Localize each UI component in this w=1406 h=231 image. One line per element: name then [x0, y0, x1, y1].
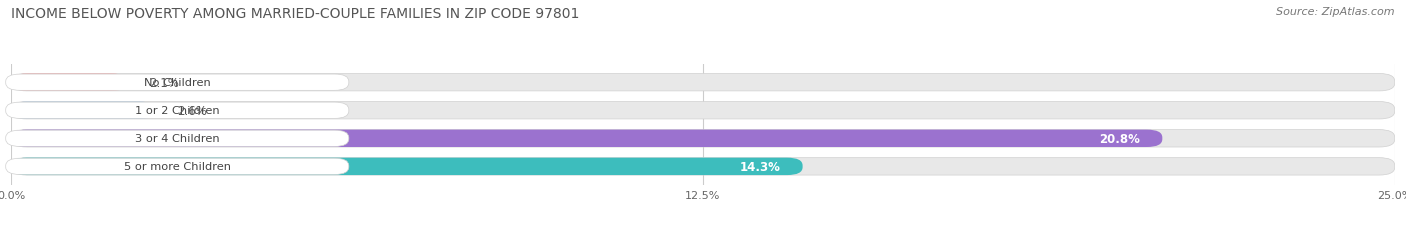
Text: 2.6%: 2.6% — [177, 104, 207, 117]
Text: INCOME BELOW POVERTY AMONG MARRIED-COUPLE FAMILIES IN ZIP CODE 97801: INCOME BELOW POVERTY AMONG MARRIED-COUPL… — [11, 7, 579, 21]
FancyBboxPatch shape — [11, 74, 128, 91]
FancyBboxPatch shape — [11, 130, 1163, 147]
Text: 1 or 2 Children: 1 or 2 Children — [135, 106, 219, 116]
Text: No Children: No Children — [143, 78, 211, 88]
FancyBboxPatch shape — [11, 158, 803, 175]
FancyBboxPatch shape — [6, 75, 349, 91]
Text: 14.3%: 14.3% — [740, 160, 780, 173]
FancyBboxPatch shape — [11, 102, 155, 119]
FancyBboxPatch shape — [11, 102, 1395, 119]
Text: 20.8%: 20.8% — [1099, 132, 1140, 145]
FancyBboxPatch shape — [6, 158, 349, 175]
FancyBboxPatch shape — [6, 131, 349, 147]
Text: 5 or more Children: 5 or more Children — [124, 162, 231, 172]
FancyBboxPatch shape — [11, 130, 1395, 147]
Text: 2.1%: 2.1% — [149, 76, 180, 89]
FancyBboxPatch shape — [11, 158, 1395, 175]
FancyBboxPatch shape — [6, 103, 349, 119]
Text: 3 or 4 Children: 3 or 4 Children — [135, 134, 219, 144]
Text: Source: ZipAtlas.com: Source: ZipAtlas.com — [1277, 7, 1395, 17]
FancyBboxPatch shape — [11, 74, 1395, 91]
